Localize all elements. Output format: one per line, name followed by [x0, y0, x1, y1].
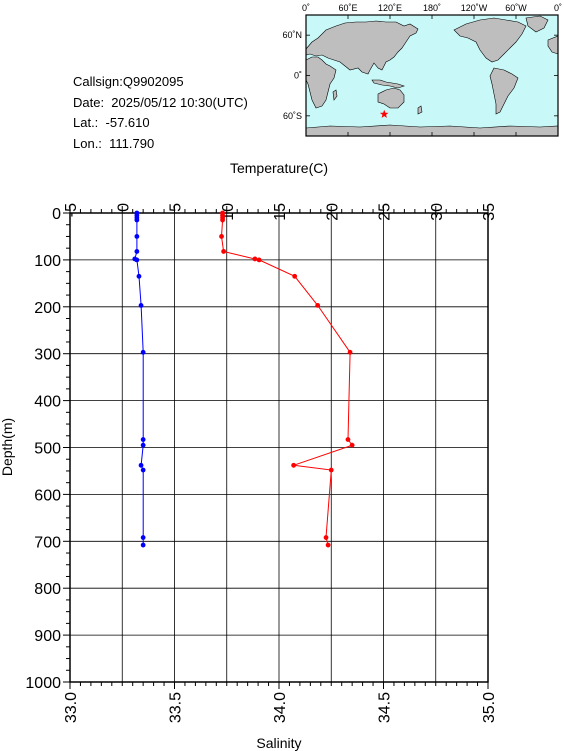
salinity-data-point — [140, 467, 146, 473]
depth-tick-label: 600 — [34, 487, 61, 504]
salinity-tick-label: 34.0 — [272, 692, 289, 723]
longitude-text: Lon.: 111.790 — [73, 135, 155, 151]
salinity-data-point — [134, 249, 140, 254]
salinity-data-point — [140, 442, 146, 448]
salinity-data-point — [134, 257, 140, 263]
temperature-tick-label: 15 — [272, 203, 289, 221]
depth-axis-title: Depth(m) — [0, 418, 15, 476]
salinity-tick-label: 33.0 — [63, 692, 80, 723]
temperature-data-point — [325, 542, 331, 548]
map-lon-label: 60˚E — [338, 3, 357, 13]
temperature-data-point — [315, 302, 321, 308]
temperature-tick-label: 30 — [429, 203, 446, 221]
temperature-tick-label: 0 — [115, 203, 132, 212]
salinity-data-point — [138, 462, 144, 468]
depth-tick-label: 400 — [34, 394, 61, 411]
temperature-data-point — [252, 256, 258, 262]
minor-ticks — [63, 206, 489, 689]
temperature-data-point — [323, 535, 329, 540]
depth-tick-label: 800 — [34, 581, 61, 598]
temperature-data-point — [256, 257, 262, 263]
map-lon-label: 60˚W — [505, 3, 527, 13]
salinity-data-point — [134, 217, 140, 223]
date-text: Date: 2025/05/12 10:30(UTC) — [73, 94, 248, 110]
depth-tick-label: 1000 — [25, 675, 61, 692]
salinity-data-point — [140, 437, 146, 442]
callsign-text: Callsign:Q9902095 — [73, 74, 184, 89]
temperature-data-point — [347, 349, 353, 355]
temperature-tick-label: 35 — [481, 203, 498, 221]
depth-tick-label: 900 — [34, 628, 61, 645]
depth-tick-label: 700 — [34, 534, 61, 551]
map-lon-label: 120˚E — [378, 3, 402, 13]
depth-tick-label: 300 — [34, 347, 61, 364]
temperature-data-point — [328, 467, 334, 473]
salinity-tick-label: 35.0 — [481, 692, 498, 723]
latitude-text: Lat.: -57.610 — [73, 115, 150, 130]
temperature-tick-labels: -5 0 5 10 15 20 25 30 35 — [63, 203, 498, 221]
map-lon-label: 0˚ — [554, 3, 562, 13]
temperature-data-point — [221, 249, 227, 254]
depth-tick-label: 200 — [34, 300, 61, 317]
temperature-profile-line — [220, 213, 354, 546]
grid-lines — [69, 212, 489, 683]
temperature-data-point — [220, 217, 225, 223]
map-lon-label: 0˚ — [302, 3, 310, 13]
salinity-data-point — [138, 302, 144, 308]
temperature-axis-title: Temperature(C) — [230, 160, 328, 176]
map-labels: 0˚ 60˚E 120˚E 180˚ 120˚W 60˚W 0˚ 60˚N 0˚ 60˚S — [282, 3, 562, 121]
map-land — [305, 15, 559, 137]
temperature-tick-label: 5 — [168, 203, 185, 212]
salinity-profile-line — [134, 213, 144, 546]
map-lat-label: 60˚N — [282, 30, 302, 40]
temperature-data-point — [345, 437, 351, 442]
station-info: Callsign:Q9902095 Date: 2025/05/12 10:30… — [73, 72, 248, 154]
data-series — [132, 210, 355, 548]
temperature-tick-label: -5 — [63, 203, 80, 217]
salinity-data-point — [140, 542, 146, 548]
salinity-tick-labels: 33.0 33.5 34.0 34.5 35.0 — [63, 692, 498, 723]
salinity-data-point — [140, 349, 146, 355]
map-ticks — [305, 15, 559, 136]
temperature-data-point — [292, 273, 298, 279]
star-icon — [379, 109, 389, 118]
salinity-data-point — [136, 273, 142, 279]
salinity-axis-title: Salinity — [256, 735, 301, 751]
depth-tick-label: 100 — [34, 253, 61, 270]
temperature-data-point — [349, 442, 355, 448]
map-lat-label: 60˚S — [283, 111, 302, 121]
salinity-data-point — [134, 234, 140, 239]
temperature-data-point — [291, 462, 297, 468]
depth-tick-labels: 0 100 200 300 400 500 600 700 800 900 1000 — [25, 206, 61, 692]
depth-tick-label: 500 — [34, 441, 61, 458]
salinity-tick-label: 34.5 — [377, 692, 394, 723]
map-lon-label: 180˚ — [423, 3, 441, 13]
depth-tick-label: 0 — [52, 206, 61, 223]
map-lon-label: 120˚W — [461, 3, 488, 13]
map-lat-label: 0˚ — [294, 71, 302, 81]
salinity-tick-label: 33.5 — [168, 692, 185, 723]
temperature-data-point — [219, 234, 224, 239]
salinity-data-point — [140, 535, 146, 540]
temperature-tick-label: 25 — [377, 203, 394, 221]
temperature-tick-label: 20 — [324, 203, 341, 221]
